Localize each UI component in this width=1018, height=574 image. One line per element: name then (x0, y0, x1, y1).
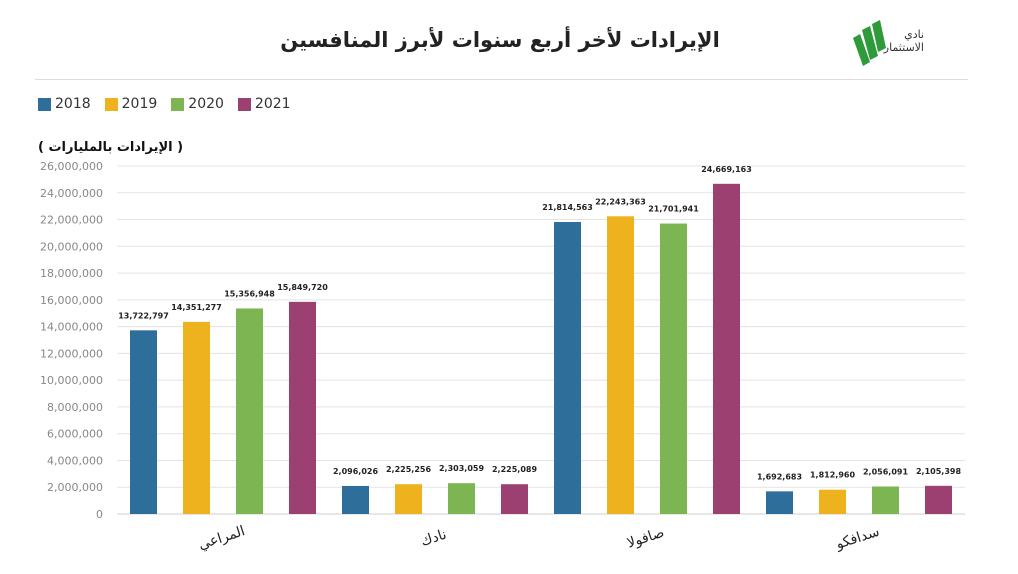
legend-label: 2021 (254, 96, 291, 112)
legend-label: 2020 (188, 96, 224, 112)
bar-2020 (660, 223, 687, 514)
legend-swatch (38, 97, 51, 111)
data-label: 1,692,683 (757, 472, 802, 481)
bar-2021 (501, 484, 528, 514)
bar-2021 (925, 485, 952, 514)
data-label: 22,243,363 (595, 197, 646, 206)
data-label: 1,812,960 (810, 471, 855, 480)
bar-2018 (766, 491, 793, 514)
data-label: 13,722,797 (118, 311, 169, 320)
x-tick-label: المراعي (197, 523, 247, 553)
logo-text-line2: الاستثمار (883, 41, 924, 54)
y-tick-label: 0 (96, 508, 103, 521)
data-label: 21,814,563 (542, 203, 593, 212)
bar-2019 (819, 489, 846, 514)
y-axis-label: ( الإيرادات بالمليارات ) (38, 140, 184, 155)
legend-swatch (104, 97, 118, 111)
data-label: 2,225,089 (492, 465, 537, 474)
bar-2021 (713, 183, 740, 514)
bar-2020 (236, 308, 263, 514)
x-tick-label: نادك (419, 527, 449, 550)
y-tick-label: 16,000,000 (40, 294, 103, 307)
y-tick-label: 2,000,000 (47, 481, 103, 494)
x-tick-label: صافولا (625, 525, 666, 552)
data-label: 2,303,059 (439, 464, 484, 473)
legend-label: 2018 (55, 96, 91, 112)
data-label: 15,356,948 (224, 289, 275, 298)
bar-2018 (554, 222, 581, 515)
x-tick-label: سدافكو (833, 524, 881, 553)
page-title: الإيرادات لأخر أربع سنوات لأبرز المنافسي… (280, 28, 720, 52)
header: الإيرادات لأخر أربع سنوات لأبرز المنافسي… (0, 0, 1018, 80)
data-label: 2,225,256 (386, 465, 431, 474)
y-tick-label: 26,000,000 (40, 160, 103, 173)
legend-label: 2019 (121, 96, 158, 112)
bar-2018 (342, 485, 369, 514)
y-tick-label: 6,000,000 (47, 428, 103, 441)
y-tick-label: 20,000,000 (40, 240, 103, 253)
data-label: 2,096,026 (333, 467, 378, 476)
data-label: 21,701,941 (648, 205, 699, 214)
bar-2019 (607, 216, 634, 515)
y-tick-label: 12,000,000 (40, 347, 103, 360)
y-tick-label: 18,000,000 (40, 267, 103, 280)
data-label: 2,056,091 (863, 467, 908, 476)
data-label: 14,351,277 (171, 303, 222, 312)
legend-item-2018: 2018 (38, 96, 91, 112)
data-label: 15,849,720 (277, 283, 328, 292)
legend-item-2020: 2020 (171, 96, 224, 112)
legend-item-2021: 2021 (237, 96, 291, 112)
investment-club-logo (853, 20, 886, 66)
bar-2020 (872, 486, 899, 514)
y-tick-label: 4,000,000 (47, 454, 103, 467)
logo-text: نادي الاستثمار (876, 28, 924, 54)
y-tick-label: 22,000,000 (40, 214, 103, 227)
bar-2020 (448, 483, 475, 514)
y-tick-label: 24,000,000 (40, 187, 103, 200)
chart-legend: 2018 2019 2020 2021 (38, 96, 291, 112)
header-divider (35, 79, 968, 80)
legend-swatch (237, 97, 251, 111)
bar-2019 (183, 321, 210, 514)
legend-item-2019: 2019 (104, 96, 158, 112)
data-label: 2,105,398 (916, 467, 961, 476)
y-tick-label: 14,000,000 (40, 321, 103, 334)
y-tick-label: 8,000,000 (47, 401, 103, 414)
legend-swatch (171, 97, 185, 111)
bar-2021 (289, 301, 316, 514)
y-tick-label: 10,000,000 (40, 374, 103, 387)
bar-2018 (130, 330, 157, 514)
data-label: 24,669,163 (701, 165, 752, 174)
logo-text-line1: نادي (904, 28, 924, 41)
bar-2019 (395, 484, 422, 514)
